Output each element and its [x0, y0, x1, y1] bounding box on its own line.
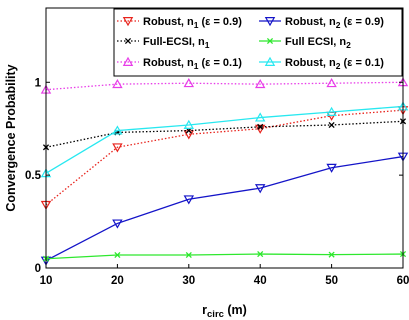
series-line	[45, 253, 404, 260]
x-tick-label: 40	[254, 275, 267, 287]
legend-label: Full-ECSI, n1	[143, 36, 210, 50]
data-point	[328, 121, 335, 129]
x-tick-label: 60	[397, 275, 409, 287]
series-line	[45, 120, 404, 148]
legend-marker	[264, 17, 276, 27]
data-point	[183, 78, 195, 88]
data-point	[112, 78, 123, 89]
legend-marker	[122, 17, 134, 27]
data-point	[257, 123, 264, 130]
y-axis-label: Convergence Probability	[4, 64, 18, 211]
series-line	[45, 155, 404, 262]
legend-label: Robust, n2 (ε = 0.1)	[285, 57, 384, 71]
legend-box	[113, 8, 403, 77]
x-tick-label: 50	[325, 275, 338, 287]
axes-frame	[45, 7, 404, 269]
x-axis-label: rcirc (m)	[202, 303, 247, 320]
legend-marker	[124, 37, 132, 45]
legend-label: Robust, n2 (ε = 0.9)	[285, 16, 384, 30]
data-point	[254, 78, 266, 89]
axes: 10 20 30 40 50 60 0 0.5 1 rcirc (m) Convergence Pr…	[4, 7, 409, 320]
data-point	[112, 219, 123, 229]
data-point	[326, 163, 337, 173]
legend-entry: Full-ECSI, n1	[117, 36, 210, 50]
legend-label: Robust, n1 (ε = 0.1)	[143, 57, 242, 71]
legend-marker	[122, 56, 134, 66]
data-point	[326, 106, 337, 116]
data-point	[254, 112, 266, 122]
legend-entry: Robust, n1 (ε = 0.1)	[117, 56, 242, 71]
data-point	[185, 251, 192, 259]
y-tick-label: 0	[35, 263, 41, 275]
legend-entry: Robust, n2 (ε = 0.9)	[259, 16, 384, 30]
y-tick-label: 1	[35, 77, 42, 89]
y-tick-label: 0.5	[25, 170, 42, 182]
data-point	[112, 143, 123, 153]
legend-entry: Robust, n1 (ε = 0.9)	[117, 16, 242, 30]
data-point	[254, 184, 266, 194]
data-point	[183, 195, 195, 205]
x-tick-label: 20	[111, 275, 124, 287]
legend-entry: Full ECSI, n2	[259, 36, 351, 50]
series-4	[40, 77, 409, 94]
legend-marker	[266, 37, 274, 45]
x-tick-label: 30	[182, 275, 195, 287]
x-tick-label: 10	[40, 275, 53, 287]
series-line	[45, 105, 404, 174]
legend-marker	[264, 56, 276, 66]
data-point	[114, 251, 121, 259]
data-point	[328, 251, 335, 258]
legend-label: Robust, n1 (ε = 0.9)	[143, 16, 242, 30]
legend-label: Full ECSI, n2	[285, 36, 351, 50]
series-line	[45, 81, 404, 91]
legend-entry: Robust, n2 (ε = 0.1)	[259, 56, 384, 71]
legend: Robust, n1 (ε = 0.9) Robust, n2 (ε = 0.9)…	[113, 8, 403, 77]
data-point	[326, 78, 337, 88]
series-5	[40, 101, 409, 178]
data-point	[257, 251, 264, 258]
data-point	[183, 119, 195, 129]
data-point	[112, 125, 123, 135]
series-line	[45, 109, 404, 206]
